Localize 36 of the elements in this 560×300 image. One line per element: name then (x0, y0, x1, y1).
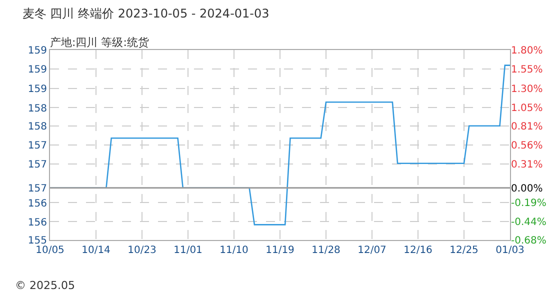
y2-tick-label: 1.05% (511, 102, 543, 114)
y-tick-label: 159 (28, 84, 47, 96)
y-tick-label: 157 (28, 160, 47, 171)
y-tick-label: 157 (28, 184, 47, 195)
x-tick-label: 11/28 (312, 245, 340, 256)
chart-title: 麦冬 四川 终端价 2023-10-05 - 2024-01-03 (22, 6, 270, 21)
y2-tick-label: 1.30% (511, 84, 543, 95)
x-tick-label: 11/10 (220, 245, 248, 256)
x-tick-label: 01/03 (496, 245, 524, 256)
x-tick-label: 11/01 (174, 245, 202, 256)
y-tick-label: 156 (28, 217, 47, 228)
y2-tick-label: 1.80% (511, 46, 543, 56)
x-tick-label: 10/05 (36, 245, 64, 256)
y-tick-label: 159 (28, 64, 47, 76)
y2-tick-label: 0.56% (511, 140, 543, 152)
x-tick-label: 12/07 (358, 245, 386, 256)
x-tick-label: 10/23 (128, 245, 156, 256)
x-tick-label: 12/16 (404, 245, 432, 256)
y2-tick-label: -0.44% (511, 217, 546, 228)
chart-subtitle: 产地:四川 等级:统货 (50, 36, 149, 49)
y2-tick-label: -0.68% (511, 236, 546, 246)
y-tick-label: 158 (28, 121, 47, 132)
x-tick-label: 10/14 (82, 245, 110, 256)
y2-tick-label: 0.00% (511, 183, 543, 194)
y2-tick-label: 1.55% (511, 64, 543, 76)
y2-tick-label: 0.31% (511, 160, 543, 171)
text: © 2025.05 (15, 279, 75, 292)
y-tick-label: 159 (28, 46, 47, 56)
y2-tick-label: -0.19% (511, 198, 546, 209)
y-tick-label: 155 (28, 236, 47, 246)
y-tick-label: 158 (28, 103, 47, 114)
y-tick-label: 156 (28, 198, 47, 210)
x-tick-label: 11/19 (266, 245, 294, 256)
x-tick-label: 12/25 (450, 245, 478, 256)
y2-tick-label: 0.81% (511, 121, 543, 132)
y-tick-label: 157 (28, 140, 47, 152)
